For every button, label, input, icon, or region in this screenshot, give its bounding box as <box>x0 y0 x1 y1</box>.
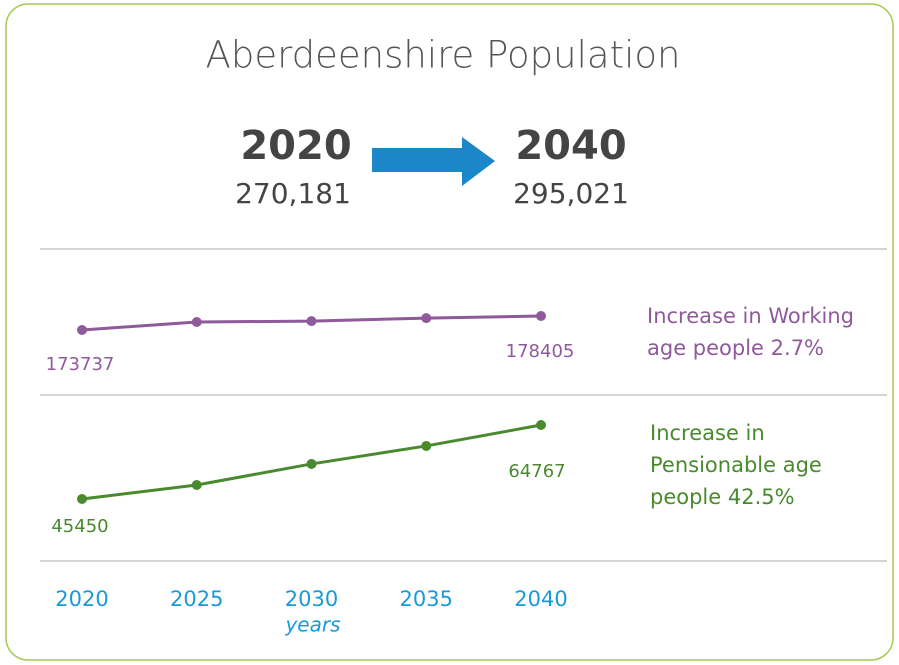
data-point <box>536 311 546 321</box>
data-point <box>306 458 317 469</box>
series-label: Increase in Working age people 2.7% <box>647 304 855 360</box>
data-label: 45450 <box>51 516 108 537</box>
to-value: 295,021 <box>513 177 629 210</box>
frame <box>5 3 894 661</box>
data-point <box>306 316 317 327</box>
data-label: 173737 <box>46 354 115 375</box>
from-value: 270,181 <box>235 177 351 210</box>
x-tick-label: 2030 <box>285 587 338 611</box>
x-tick-label: 2040 <box>514 587 567 611</box>
data-point <box>191 480 202 491</box>
data-point <box>191 317 202 328</box>
from-year: 2020 <box>240 123 351 169</box>
data-point <box>536 420 546 430</box>
data-label: 178405 <box>506 341 575 362</box>
x-tick-label: 2020 <box>55 587 108 611</box>
data-point <box>77 325 87 335</box>
x-axis-label: years <box>284 613 340 637</box>
data-label: 64767 <box>508 461 565 482</box>
data-point <box>421 313 432 324</box>
x-tick-label: 2025 <box>170 587 223 611</box>
arrow <box>372 137 495 186</box>
to-year: 2040 <box>515 123 626 169</box>
series-label: Increase in Pensionable age people 42.5% <box>650 421 822 509</box>
title: Aberdeenshire Population <box>206 34 681 77</box>
x-tick-label: 2035 <box>400 587 453 611</box>
data-point <box>77 494 87 504</box>
data-point <box>421 440 432 451</box>
